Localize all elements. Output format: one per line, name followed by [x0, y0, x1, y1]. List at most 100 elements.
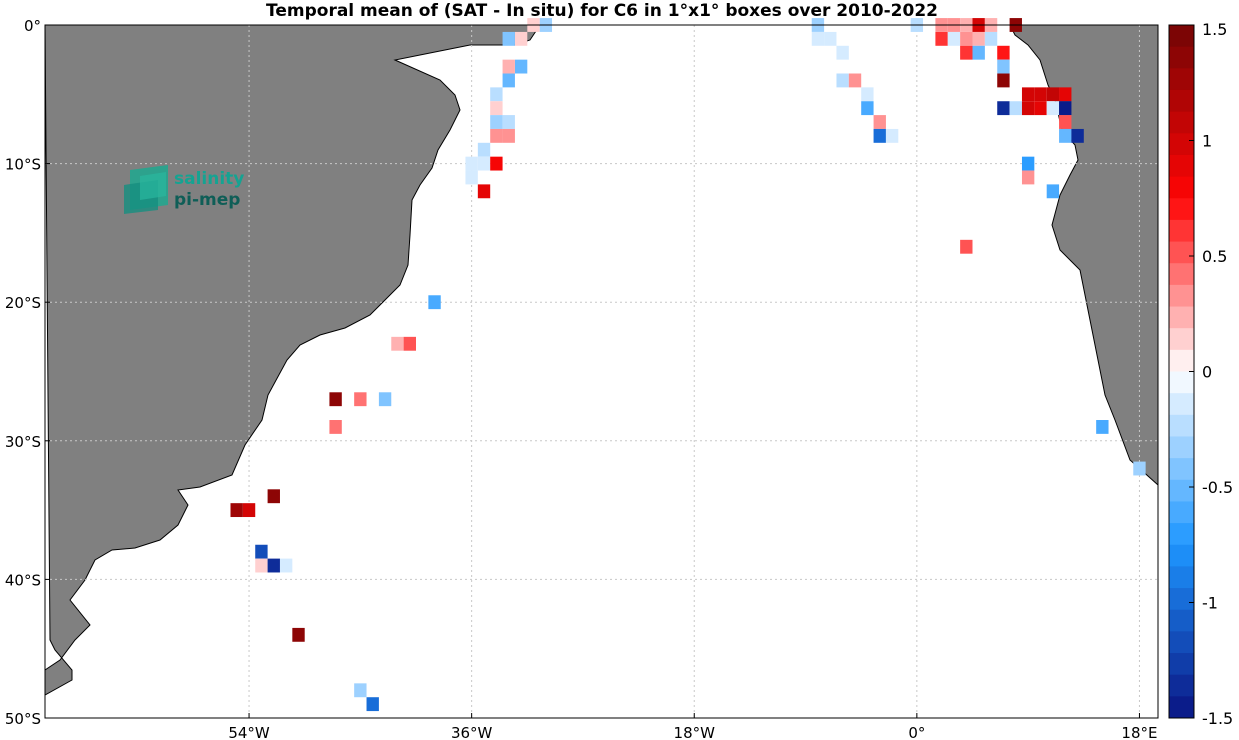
- colorbar-segment: [1169, 25, 1194, 48]
- data-cell: [1046, 87, 1060, 102]
- colorbar-segment: [1169, 609, 1194, 632]
- colorbar-tick-label: 1.5: [1202, 20, 1227, 39]
- africa-landmass: [1009, 24, 1159, 487]
- data-cell: [836, 73, 849, 88]
- data-cell: [1059, 128, 1072, 143]
- south-america-landmass: [44, 24, 541, 696]
- data-cell: [935, 31, 948, 46]
- colorbar-segment: [1169, 588, 1194, 611]
- data-cell: [502, 73, 515, 88]
- data-cell: [873, 115, 886, 129]
- data-cell: [1046, 184, 1060, 199]
- colorbar-tick-label: 0: [1202, 363, 1212, 382]
- data-cell: [465, 170, 478, 185]
- data-cell: [354, 683, 367, 698]
- data-cell: [997, 73, 1010, 88]
- y-tick-label: 40°S: [5, 571, 41, 589]
- colorbar-segment: [1169, 176, 1194, 199]
- data-cell: [1021, 170, 1035, 185]
- data-cell: [848, 73, 862, 88]
- colorbar-tick-label: 0.5: [1202, 247, 1227, 266]
- colorbar-segment: [1169, 696, 1194, 719]
- data-cell: [279, 558, 293, 573]
- colorbar-segment: [1169, 306, 1194, 329]
- data-cell: [329, 392, 342, 407]
- data-cell: [230, 503, 243, 518]
- colorbar-segment: [1169, 501, 1194, 524]
- colorbar-tick-label: 1: [1202, 132, 1212, 151]
- colorbar-segment: [1169, 653, 1194, 676]
- data-cell: [960, 239, 973, 254]
- colorbar-segment: [1169, 284, 1194, 308]
- data-cell: [873, 128, 886, 143]
- data-cell: [997, 45, 1010, 60]
- data-cell: [267, 489, 280, 504]
- data-cell: [465, 156, 478, 171]
- data-cell: [1046, 101, 1060, 116]
- colorbar-segment: [1169, 631, 1194, 654]
- map-border: [44, 24, 1159, 719]
- colorbar-segment: [1169, 133, 1194, 156]
- colorbar-tick-label: -1: [1202, 594, 1218, 613]
- data-cell: [477, 184, 491, 199]
- colorbar-segment: [1169, 263, 1194, 286]
- logo-mark-icon: [124, 165, 168, 214]
- data-cell: [836, 45, 849, 60]
- data-cell: [378, 392, 392, 407]
- data-cell: [1021, 156, 1035, 171]
- x-tick-label: 54°W: [228, 724, 270, 740]
- colorbar-segment: [1169, 544, 1194, 567]
- colorbar-segment: [1169, 219, 1194, 243]
- data-cell: [1071, 128, 1084, 143]
- colorbar-segment: [1169, 198, 1194, 221]
- land-masses: [44, 24, 1159, 696]
- data-cell: [811, 31, 825, 46]
- data-cell: [861, 87, 874, 102]
- data-cell: [960, 31, 973, 46]
- data-cell: [947, 31, 961, 46]
- data-cell: [997, 59, 1010, 74]
- colorbar-segment: [1169, 154, 1194, 178]
- data-cell: [502, 128, 515, 143]
- data-cell: [502, 31, 515, 46]
- colorbar-segment: [1169, 328, 1194, 351]
- logo-line-1: salinity: [174, 169, 244, 189]
- colorbar-segment: [1169, 241, 1194, 264]
- colorbar-tick-label: -0.5: [1202, 478, 1233, 497]
- colorbar-segment: [1169, 111, 1194, 134]
- data-cell: [354, 392, 367, 407]
- x-tick-label: 18°W: [674, 724, 716, 740]
- colorbar-segment: [1169, 349, 1194, 372]
- data-cells: [230, 18, 1146, 712]
- data-cell: [477, 142, 491, 157]
- map-area: salinity pi-mep: [44, 18, 1159, 719]
- colorbar-segment: [1169, 523, 1194, 546]
- x-tick-label: 0°: [908, 724, 925, 740]
- data-cell: [403, 336, 416, 351]
- data-cell: [292, 627, 305, 642]
- data-cell: [861, 101, 874, 116]
- colorbar-segment: [1169, 371, 1194, 394]
- data-cell: [391, 336, 404, 351]
- x-tick-label: 18°E: [1121, 724, 1157, 740]
- data-cell: [502, 59, 515, 74]
- data-cell: [366, 697, 379, 712]
- data-cell: [242, 503, 256, 518]
- data-cell: [1021, 101, 1035, 116]
- data-cell: [428, 295, 441, 310]
- data-cell: [477, 156, 491, 171]
- data-cell: [972, 31, 985, 46]
- data-cell: [1059, 101, 1072, 116]
- data-cell: [960, 45, 973, 60]
- colorbar-segment: [1169, 68, 1194, 91]
- y-tick-label: 30°S: [5, 433, 41, 451]
- colorbar-segment: [1169, 414, 1194, 437]
- data-cell: [490, 87, 503, 102]
- colorbar-segment: [1169, 566, 1194, 589]
- data-cell: [514, 59, 528, 74]
- colorbar-segment: [1169, 458, 1194, 481]
- y-tick-label: 20°S: [5, 294, 41, 312]
- data-cell: [329, 420, 342, 434]
- data-cell: [1059, 87, 1072, 102]
